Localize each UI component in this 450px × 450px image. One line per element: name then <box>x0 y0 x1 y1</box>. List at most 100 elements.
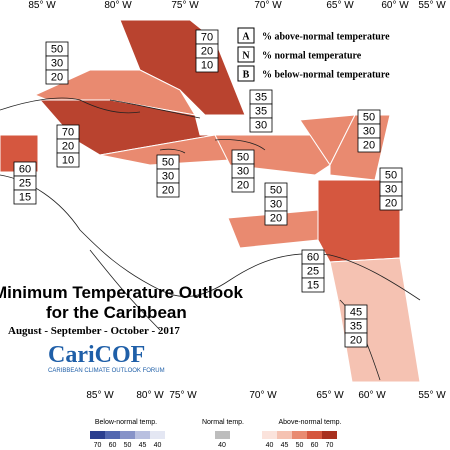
probability-box: 60 25 15 <box>13 161 37 205</box>
probability: 70 <box>201 31 213 43</box>
longitude-label: 55° W <box>418 0 446 11</box>
colorbar-tick: 60 <box>311 442 319 449</box>
longitude-label: 80° W <box>136 390 164 401</box>
probability: 20 <box>237 179 249 191</box>
colorbar-tick: 40 <box>154 442 162 449</box>
logo: CariCOF <box>48 342 145 368</box>
probability: 15 <box>307 279 319 291</box>
longitude-label: 60° W <box>381 0 409 11</box>
probability-box: 35 35 30 <box>249 89 273 133</box>
colorbar: Below-normal temp. Normal temp. Above-norm… <box>90 419 342 449</box>
probability-box: 70 20 10 <box>195 29 219 73</box>
colorbar-swatch <box>215 431 230 439</box>
box-cell <box>13 189 37 205</box>
probability: 20 <box>385 197 397 209</box>
colorbar-tick: 60 <box>109 442 117 449</box>
longitude-label: 70° W <box>249 390 277 401</box>
probability-box: 45 35 20 <box>344 304 368 348</box>
probability-box: 50 30 20 <box>264 182 288 226</box>
probability: 60 <box>307 251 319 263</box>
colorbar-tick: 40 <box>218 442 226 449</box>
colorbar-swatch <box>277 431 292 439</box>
box-cell <box>379 195 403 211</box>
probability: 30 <box>237 165 249 177</box>
legend-key: A <box>242 32 250 43</box>
longitude-labels-top: 85° W 80° W 75° W 70° W 65° W 60° W 55° W <box>28 0 446 11</box>
longitude-label: 55° W <box>418 390 446 401</box>
longitude-label: 65° W <box>316 390 344 401</box>
probability: 50 <box>237 151 249 163</box>
probability: 30 <box>162 170 174 182</box>
probability: 50 <box>270 184 282 196</box>
longitude-label: 60° W <box>358 390 386 401</box>
probability: 20 <box>201 45 213 57</box>
probability: 10 <box>62 154 74 166</box>
legend-key-box <box>237 46 255 63</box>
probability: 20 <box>350 334 362 346</box>
legend-key-box <box>237 65 255 82</box>
legend-text: % below-normal temperature <box>262 70 390 81</box>
legend-text: % normal temperature <box>262 51 362 62</box>
box-cell <box>156 182 180 198</box>
probability: 50 <box>385 169 397 181</box>
box-cell <box>249 117 273 133</box>
probability: 70 <box>62 126 74 138</box>
probability: 30 <box>51 57 63 69</box>
box-cell <box>45 69 69 85</box>
colorbar-label: Above-normal temp. <box>278 419 341 426</box>
probability-box: 50 30 20 <box>231 149 255 193</box>
box-cell <box>195 57 219 73</box>
legend-key: N <box>242 51 250 62</box>
probability: 20 <box>62 140 74 152</box>
colorbar-swatch <box>90 431 105 439</box>
colorbar-tick: 50 <box>124 442 132 449</box>
probability-box: 50 30 20 <box>45 41 69 85</box>
colorbar-swatch <box>262 431 277 439</box>
longitude-label: 85° W <box>28 0 56 11</box>
colorbar-swatch <box>292 431 307 439</box>
probability: 10 <box>201 59 213 71</box>
colorbar-tick: 50 <box>296 442 304 449</box>
probability-box: 50 30 20 <box>379 167 403 211</box>
probability-boxes: 70 20 10 50 30 20 70 20 10 35 35 30 50 30 20 50 30 20 50 30… <box>13 29 403 348</box>
box-cell <box>301 277 325 293</box>
longitude-label: 70° W <box>254 0 282 11</box>
subtitle: August - September - October - 2017 <box>8 325 180 337</box>
probability: 25 <box>19 177 31 189</box>
probability: 50 <box>162 156 174 168</box>
longitude-label: 65° W <box>326 0 354 11</box>
longitude-label: 80° W <box>104 0 132 11</box>
colorbar-tick: 70 <box>326 442 334 449</box>
colorbar-tick: 40 <box>266 442 274 449</box>
probability: 30 <box>270 198 282 210</box>
colorbar-swatch <box>120 431 135 439</box>
probability: 50 <box>363 111 375 123</box>
probability-box: 60 25 15 <box>301 249 325 293</box>
legend-text: % above-normal temperature <box>262 32 390 43</box>
colorbar-swatch <box>150 431 165 439</box>
colorbar-tick: 70 <box>94 442 102 449</box>
box-cell <box>56 152 80 168</box>
probability-box: 70 20 10 <box>56 124 80 168</box>
probability: 30 <box>255 119 267 131</box>
probability: 35 <box>350 320 362 332</box>
longitude-label: 75° W <box>169 390 197 401</box>
legend-key: A % above-normal temperature N % normal tem… <box>237 27 390 82</box>
probability: 25 <box>307 265 319 277</box>
colorbar-swatch <box>322 431 337 439</box>
title: Minimum Temperature Outlook <box>0 283 244 302</box>
probability: 20 <box>363 139 375 151</box>
longitude-label: 75° W <box>171 0 199 11</box>
probability: 20 <box>162 184 174 196</box>
box-cell <box>231 177 255 193</box>
probability: 35 <box>255 105 267 117</box>
logo-subtitle: CARIBBEAN CLIMATE OUTLOOK FORUM <box>48 368 165 374</box>
box-cell <box>344 332 368 348</box>
colorbar-swatch <box>105 431 120 439</box>
probability: 30 <box>385 183 397 195</box>
box-cell <box>264 210 288 226</box>
colorbar-tick: 45 <box>139 442 147 449</box>
probability: 20 <box>51 71 63 83</box>
colorbar-swatch <box>135 431 150 439</box>
